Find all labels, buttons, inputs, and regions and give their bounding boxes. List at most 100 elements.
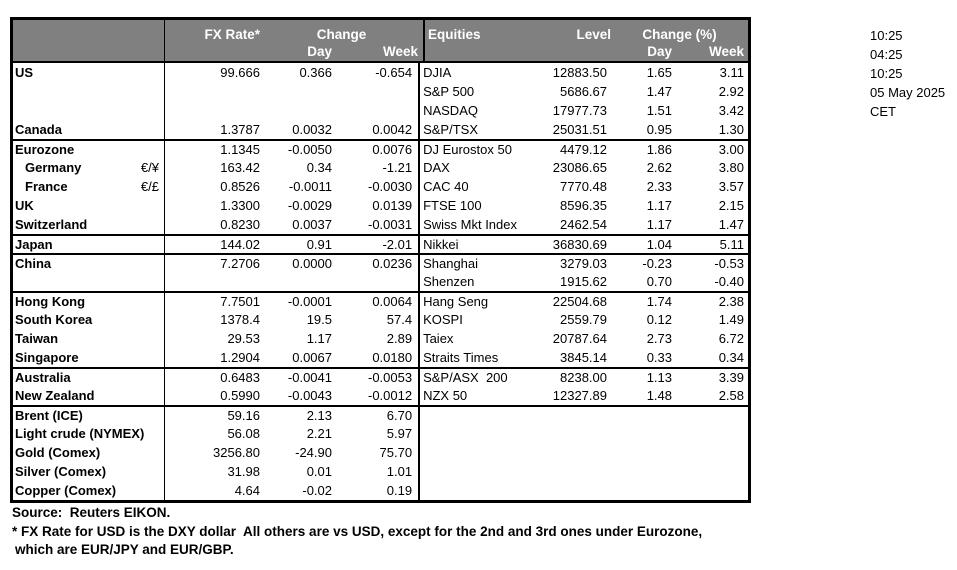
fx-rate-value: 31.98 (227, 464, 260, 479)
index-level-value: 12327.89 (552, 388, 607, 403)
fx-day-change-value: 2.13 (306, 408, 332, 423)
fx-rate-value: 4.64 (234, 483, 260, 498)
index-week-change-value: 1.47 (718, 217, 744, 232)
fx-row (13, 272, 418, 291)
fx-row: South Korea 1378.4 19.5 57.4 (13, 310, 418, 329)
country-label: Japan (15, 237, 53, 252)
equity-row: S&P/TSX 25031.51 0.95 1.30 (420, 120, 748, 139)
equity-row: Hang Seng 22504.68 1.74 2.38 (420, 291, 748, 310)
fx-rate-value: 0.5990 (220, 388, 260, 403)
fx-week-change-value: 0.0042 (372, 122, 413, 137)
fx-name-cell: Silver (Comex) (13, 462, 165, 481)
fx-name-cell: France €/£ (13, 177, 165, 196)
fx-week-change-value: 0.0236 (372, 256, 413, 271)
index-week-change-value: 3.42 (718, 103, 744, 118)
fx-week-change-value: 0.0139 (372, 198, 413, 213)
index-day-change-value: -0.23 (642, 256, 672, 271)
currency-pair-label: €/¥ (140, 160, 159, 175)
equity-row: Straits Times 3845.14 0.33 0.34 (420, 348, 748, 367)
fx-day-change-value: 0.366 (299, 65, 332, 80)
fx-header-section: FX Rate* Change Day Week (13, 20, 423, 61)
fx-week-change-value: 0.0180 (372, 350, 413, 365)
index-label: NASDAQ (423, 103, 478, 118)
equity-row: CAC 40 7770.48 2.33 3.57 (420, 177, 748, 196)
index-level-value: 12883.50 (552, 65, 607, 80)
index-day-change-value: 1.17 (646, 198, 672, 213)
index-level-value: 25031.51 (552, 122, 607, 137)
country-label: Gold (Comex) (15, 445, 101, 460)
fx-name-cell: Canada (13, 120, 165, 139)
fx-name-cell: Copper (Comex) (13, 481, 165, 500)
fx-day-change-value: 2.21 (306, 426, 332, 441)
country-label: China (15, 256, 52, 271)
index-level-value: 7770.48 (560, 179, 607, 194)
index-label: FTSE 100 (423, 198, 482, 213)
fx-name-cell: Switzerland (13, 215, 165, 234)
index-level-value: 8238.00 (560, 370, 607, 385)
country-label: Brent (ICE) (15, 408, 83, 423)
index-week-change-value: 3.39 (718, 370, 744, 385)
index-day-change-value: 0.12 (646, 312, 672, 327)
index-week-change-value: 1.30 (718, 122, 744, 137)
fx-week-change-value: 1.01 (386, 464, 413, 479)
index-day-change-value: 0.95 (646, 122, 672, 137)
fx-day-change-value: 0.0037 (292, 217, 332, 232)
fx-rate-value: 29.53 (227, 331, 260, 346)
footnote-line-1: * FX Rate for USD is the DXY dollar All … (12, 523, 703, 539)
index-week-change-value: 3.11 (719, 65, 744, 80)
equity-rows: DJIA 12883.50 1.65 3.11 S&P 500 5686.67 … (418, 63, 748, 500)
index-day-change-value: 1.86 (646, 142, 672, 157)
index-day-change-value: 1.65 (646, 65, 672, 80)
fx-week-change-value: -0.0030 (367, 179, 413, 194)
fx-week-change-value: 2.89 (386, 331, 413, 346)
fx-day-change-value: 0.0067 (292, 350, 332, 365)
fx-day-change-value: 0.0000 (292, 256, 332, 271)
country-label: UK (15, 198, 34, 213)
fx-week-change-value: 0.0076 (372, 142, 413, 157)
index-day-change-value: 0.33 (646, 350, 672, 365)
equities-change-header: Change (%) (642, 27, 717, 42)
index-week-change-value: 0.34 (718, 350, 744, 365)
currency-pair-label: €/£ (140, 179, 159, 194)
fx-row: US 99.666 0.366 -0.654 (13, 63, 418, 82)
equities-header: Equities (428, 27, 481, 42)
fx-row: Australia 0.6483 -0.0041 -0.0053 (13, 367, 419, 386)
index-label: Nikkei (423, 237, 459, 252)
equity-row: Nikkei 36830.69 1.04 5.11 (420, 234, 748, 253)
table-header: FX Rate* Change Day Week Equities Level … (13, 20, 748, 63)
equity-row: Shanghai 3279.03 -0.23 -0.53 (420, 253, 748, 272)
index-level-value: 17977.73 (552, 103, 607, 118)
timestamp-timezone: CET (870, 104, 896, 119)
fx-rate-header: FX Rate* (204, 27, 260, 42)
equity-row: S&P/ASX 200 8238.00 1.13 3.39 (420, 367, 748, 386)
source-line: Source: Reuters EIKON. (12, 505, 171, 520)
fx-day-change-value: -0.02 (302, 483, 332, 498)
fx-week-change-value: 0.19 (386, 483, 413, 498)
country-label: Hong Kong (15, 294, 86, 309)
equity-row: DJIA 12883.50 1.65 3.11 (420, 63, 748, 82)
index-label: Swiss Mkt Index (423, 217, 517, 232)
index-label: NZX 50 (423, 388, 468, 403)
fx-day-header: Day (307, 44, 332, 59)
fx-day-change-value: -0.0011 (288, 179, 332, 194)
index-day-change-value: 2.62 (646, 160, 672, 175)
fx-name-cell: Eurozone (13, 141, 165, 158)
fx-day-change-value: 1.17 (306, 331, 332, 346)
fx-day-change-value: 0.01 (306, 464, 332, 479)
fx-rate-value: 59.16 (227, 408, 260, 423)
fx-rate-value: 3256.80 (213, 445, 260, 460)
fx-day-change-value: 0.0032 (292, 122, 332, 137)
fx-week-change-value: 0.0064 (372, 294, 413, 309)
index-label: DJ Eurostox 50 (423, 142, 512, 157)
fx-day-change-value: 0.34 (306, 160, 332, 175)
index-week-change-value: 2.92 (718, 84, 744, 99)
empty-commodities-area (420, 405, 748, 500)
country-label: Australia (15, 370, 71, 385)
fx-week-change-value: 6.70 (386, 408, 413, 423)
index-level-value: 1915.62 (560, 274, 607, 289)
fx-day-change-value: 19.5 (306, 312, 332, 327)
fx-row: UK 1.3300 -0.0029 0.0139 (13, 196, 418, 215)
country-label: Canada (15, 122, 62, 137)
index-week-change-value: 3.00 (718, 142, 744, 157)
index-label: Taiex (423, 331, 454, 346)
